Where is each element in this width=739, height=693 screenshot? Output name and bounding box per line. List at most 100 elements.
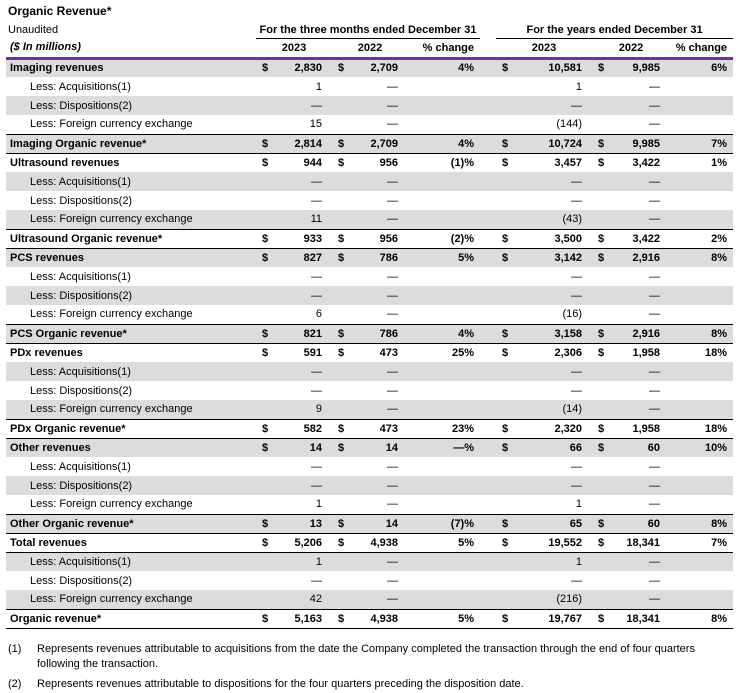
dollar-sign (592, 210, 613, 229)
value-quarter-2023: — (311, 270, 322, 283)
dollar-sign (256, 191, 278, 210)
units-label: ($ In millions) (6, 38, 256, 60)
row-label: Less: Dispositions(2) (6, 96, 256, 115)
value-year-2023: 1 (516, 552, 593, 571)
dollar-sign (496, 172, 517, 191)
dollar-sign (332, 400, 352, 419)
value-quarter-pct-change (408, 267, 480, 286)
row-label: PDx Organic revenue* (6, 418, 256, 439)
dollar-sign (592, 457, 612, 476)
table-row-less-acquisitions-1: Less: Acquisitions(1) — — — — (6, 362, 734, 381)
column-gap (480, 608, 497, 629)
column-gap (480, 96, 497, 115)
value-quarter-2023: — (311, 574, 322, 587)
value-year-pct-change (670, 362, 734, 381)
value-quarter-2022: — (352, 210, 408, 229)
column-gap (480, 533, 497, 553)
value-year-2023: 10,724 (516, 133, 593, 154)
dollar-sign (592, 381, 612, 400)
dollar-sign (592, 590, 613, 609)
dollar-sign: $ (592, 608, 613, 629)
value-quarter-pct-change: 23% (408, 418, 481, 439)
value-quarter-2022: — (352, 362, 408, 381)
dollar-sign: $ (332, 248, 352, 267)
column-gap (480, 438, 497, 457)
column-gap (480, 58, 497, 77)
dollar-sign (496, 381, 516, 400)
column-gap (480, 590, 497, 609)
row-label: Less: Dispositions(2) (6, 476, 256, 495)
value-year-2023: — (571, 574, 583, 587)
row-label: Less: Acquisitions(1) (6, 172, 256, 191)
dollar-sign: $ (592, 513, 613, 534)
dollar-sign: $ (496, 228, 517, 249)
table-row-other-organic-revenue: Other Organic revenue* $13 $14 (7)% $65 $60 8% (6, 513, 734, 534)
table-row-less-dispositions-2: Less: Dispositions(2) — — — — (6, 476, 734, 495)
table-row-organic-revenue: Organic revenue* $5,163 $4,938 5% $19,767 $18… (6, 608, 734, 629)
dollar-sign: $ (496, 533, 517, 553)
value-year-2023: (216) (516, 590, 593, 609)
value-year-pct-change (670, 400, 734, 419)
row-label: Ultrasound Organic revenue* (6, 228, 256, 249)
value-year-pct-change (670, 571, 733, 590)
value-quarter-2022: — (352, 96, 408, 115)
dollar-sign: $ (592, 248, 613, 267)
value-quarter-pct-change (408, 286, 481, 305)
dollar-sign (496, 267, 516, 286)
value-year-2023: — (571, 270, 583, 283)
value-quarter-2023: — (311, 194, 322, 207)
footnote-text: Represents revenues attributable to acqu… (37, 642, 695, 670)
value-year-2023: 10,581 (516, 58, 593, 77)
value-year-pct-change: 7% (670, 133, 734, 154)
value-year-pct-change (670, 286, 734, 305)
column-gap (480, 343, 496, 362)
column-gap (480, 133, 497, 154)
dollar-sign (256, 96, 278, 115)
value-year-2022: — (649, 460, 661, 473)
table-row-less-dispositions-2: Less: Dispositions(2) — — — — (6, 571, 733, 590)
column-gap (480, 267, 496, 286)
value-year-pct-change: 6% (670, 58, 734, 77)
table-row-ultrasound-organic-revenue: Ultrasound Organic revenue* $933 $956 (2)% $… (6, 228, 734, 249)
dollar-sign (592, 362, 613, 381)
dollar-sign: $ (496, 133, 517, 154)
table-row-less-dispositions-2: Less: Dispositions(2) — — — — (6, 286, 734, 305)
value-year-pct-change: 8% (670, 323, 734, 344)
table-row-less-dispositions-2: Less: Dispositions(2) — — — — (6, 381, 733, 400)
dollar-sign (332, 476, 352, 495)
dollar-sign (592, 77, 612, 96)
value-year-pct-change: 18% (705, 346, 728, 359)
dollar-sign (592, 286, 613, 305)
period-header-row: Unaudited For the three months ended Dec… (6, 21, 734, 39)
value-quarter-pct-change (408, 210, 481, 229)
dollar-sign: $ (332, 228, 352, 249)
dollar-sign (592, 476, 613, 495)
dollar-sign (256, 77, 278, 96)
value-quarter-pct-change (408, 590, 481, 609)
value-year-2023: 19,552 (516, 533, 593, 553)
table-row-ultrasound-revenues: Ultrasound revenues $944 $956 (1)% $3,457 $3,… (6, 153, 733, 172)
footnote-1: (1) Represents revenues attributable to a… (8, 642, 737, 673)
value-year-2023: 3,457 (554, 156, 583, 169)
value-quarter-2023: 2,814 (278, 133, 332, 154)
dollar-sign: $ (598, 346, 605, 359)
row-label: Total revenues (6, 533, 256, 553)
value-year-2022: 1,958 (632, 346, 661, 359)
value-quarter-2022: — (352, 172, 408, 191)
dollar-sign (496, 77, 516, 96)
value-quarter-2023: 5,206 (278, 533, 332, 553)
value-quarter-2022: — (352, 552, 408, 571)
dollar-sign (496, 552, 517, 571)
value-year-2023: 2,306 (554, 346, 583, 359)
value-year-2022: — (649, 384, 661, 397)
value-quarter-pct-change (408, 476, 481, 495)
value-quarter-2022: 2,709 (352, 133, 408, 154)
value-quarter-pct-change (408, 381, 480, 400)
dollar-sign (592, 96, 613, 115)
value-quarter-2022: — (387, 194, 398, 207)
value-year-2023: (43) (516, 210, 593, 229)
table-row-less-acquisitions-1: Less: Acquisitions(1) 1 — 1 — (6, 77, 733, 96)
column-gap (480, 305, 496, 324)
dollar-sign (496, 495, 516, 514)
